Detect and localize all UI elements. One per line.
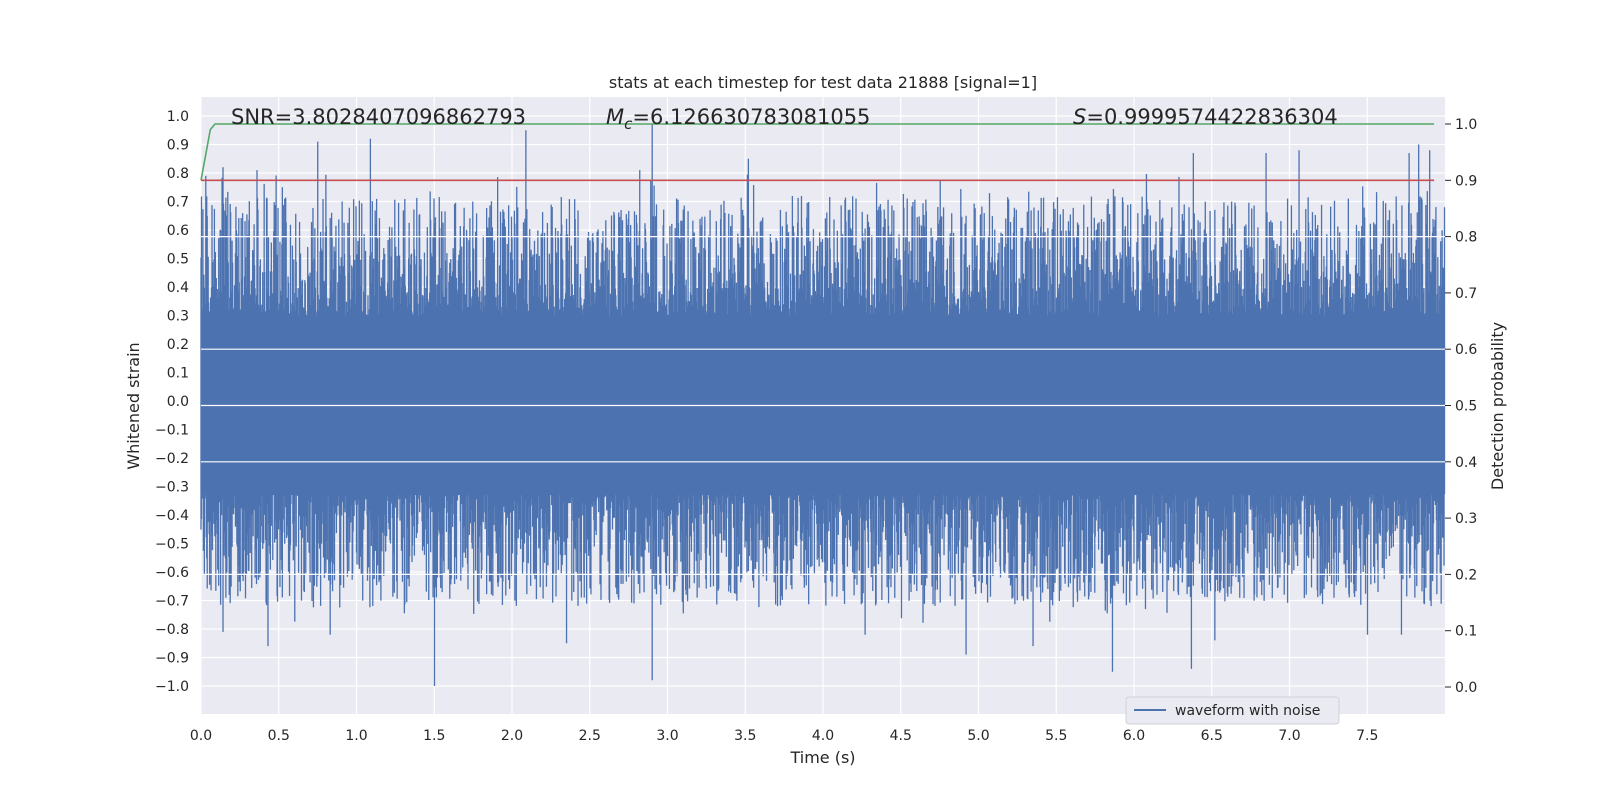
y-tick-label: 0.7 <box>167 195 189 211</box>
y-tick-label: 0.6 <box>167 223 189 239</box>
x-tick-label: 5.0 <box>967 728 989 744</box>
y-tick-label: −0.8 <box>155 622 189 638</box>
x-axis-ticks: 0.0 0.5 1.0 1.5 2.0 2.5 3.0 3.5 4.0 4.5 5.0 5.5 6.0 6… <box>190 728 1379 744</box>
x-tick-label: 4.5 <box>890 728 912 744</box>
y-tick-label: 0.8 <box>167 166 189 182</box>
y2-tick-label: 0.9 <box>1455 173 1477 189</box>
detection-probability-line <box>200 123 1435 181</box>
y-tick-label: 0.4 <box>167 280 189 296</box>
y-tick-label: −0.1 <box>155 423 189 439</box>
y2-tick-label: 1.0 <box>1455 117 1477 133</box>
x-tick-label: 3.0 <box>656 728 678 744</box>
y-axis-label: Whitened strain <box>124 342 143 469</box>
y-axis-ticks: 1.0 0.9 0.8 0.7 0.6 0.5 0.4 0.3 0.2 0.1 0.0 −0.1 −0.… <box>155 109 189 695</box>
y-tick-label: −1.0 <box>155 679 189 695</box>
x-tick-label: 7.0 <box>1278 728 1300 744</box>
x-tick-label: 7.5 <box>1356 728 1378 744</box>
y-tick-label: 1.0 <box>167 109 189 125</box>
y2-tick-label: 0.5 <box>1455 399 1477 415</box>
y2-tick-label: 0.4 <box>1455 455 1477 471</box>
x-tick-label: 2.0 <box>501 728 523 744</box>
legend-label: waveform with noise <box>1175 703 1320 719</box>
y2-tick-label: 0.6 <box>1455 342 1477 358</box>
y-tick-label: 0.1 <box>167 366 189 382</box>
y-tick-label: −0.4 <box>155 508 189 524</box>
y2-tick-label: 0.1 <box>1455 624 1477 640</box>
y-tick-label: −0.5 <box>155 537 189 553</box>
x-tick-label: 3.5 <box>734 728 756 744</box>
y2-tick-label: 0.8 <box>1455 230 1477 246</box>
x-axis-label: Time (s) <box>789 748 855 767</box>
y2-tick-label: 0.2 <box>1455 567 1477 583</box>
chart-title: stats at each timestep for test data 218… <box>609 73 1037 92</box>
x-tick-label: 0.5 <box>268 728 290 744</box>
probability-series <box>200 123 1435 182</box>
legend: waveform with noise <box>1125 696 1340 725</box>
y-tick-label: 0.5 <box>167 252 189 268</box>
y2-tick-label: 0.7 <box>1455 286 1477 302</box>
x-tick-label: 1.5 <box>423 728 445 744</box>
x-tick-label: 4.0 <box>812 728 834 744</box>
legend-box <box>1125 696 1340 725</box>
grid-overlay <box>201 236 1445 576</box>
y2-tick-label: 0.3 <box>1455 511 1477 527</box>
y-tick-label: 0.0 <box>167 394 189 410</box>
y-tick-label: −0.3 <box>155 480 189 496</box>
y-tick-label: −0.9 <box>155 651 189 667</box>
x-tick-label: 2.5 <box>579 728 601 744</box>
y-tick-label: 0.3 <box>167 309 189 325</box>
y-tick-label: 0.9 <box>167 138 189 154</box>
y-tick-label: −0.2 <box>155 451 189 467</box>
y2-axis-ticks: 1.0 0.9 0.8 0.7 0.6 0.5 0.4 0.3 0.2 0.1 0.0 <box>1445 117 1477 696</box>
snr-annotation: SNR=3.8028407096862793 <box>231 105 526 129</box>
x-tick-label: 5.5 <box>1045 728 1067 744</box>
y-tick-label: 0.2 <box>167 337 189 353</box>
y-tick-label: −0.7 <box>155 594 189 610</box>
chirp-mass-annotation: Mc=6.126630783081055 <box>606 105 870 133</box>
y2-axis-label: Detection probability <box>1488 322 1507 490</box>
x-tick-label: 1.0 <box>345 728 367 744</box>
x-tick-label: 6.0 <box>1123 728 1145 744</box>
x-tick-label: 6.5 <box>1201 728 1223 744</box>
y-tick-label: −0.6 <box>155 565 189 581</box>
y2-tick-label: 0.0 <box>1455 680 1477 696</box>
x-tick-label: 0.0 <box>190 728 212 744</box>
score-annotation: S=0.9999574422836304 <box>1073 105 1338 129</box>
